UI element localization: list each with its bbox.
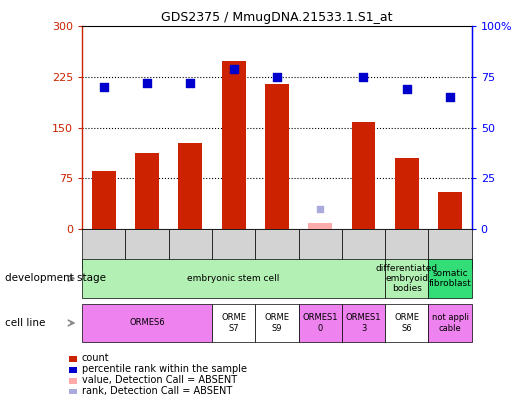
- Point: [229, 66, 238, 72]
- Text: somatic
fibroblast: somatic fibroblast: [429, 269, 471, 288]
- Text: not appli
cable: not appli cable: [431, 313, 469, 333]
- Bar: [438, 192, 462, 229]
- Text: development stage: development stage: [5, 273, 107, 283]
- Text: value, Detection Call = ABSENT: value, Detection Call = ABSENT: [82, 375, 237, 385]
- Text: percentile rank within the sample: percentile rank within the sample: [82, 364, 246, 374]
- Point: [359, 74, 368, 80]
- Point: [100, 84, 108, 90]
- Title: GDS2375 / MmugDNA.21533.1.S1_at: GDS2375 / MmugDNA.21533.1.S1_at: [161, 11, 393, 24]
- Text: count: count: [82, 354, 109, 363]
- Text: ORMES6: ORMES6: [129, 318, 165, 328]
- Bar: [92, 171, 116, 229]
- Point: [446, 94, 454, 100]
- Text: rank, Detection Call = ABSENT: rank, Detection Call = ABSENT: [82, 386, 232, 396]
- Text: differentiated
embryoid
bodies: differentiated embryoid bodies: [376, 264, 438, 293]
- Point: [186, 80, 195, 86]
- Bar: [351, 122, 375, 229]
- Text: embryonic stem cell: embryonic stem cell: [188, 274, 280, 283]
- Text: ORME
S6: ORME S6: [394, 313, 419, 333]
- Bar: [265, 84, 289, 229]
- Point: [403, 86, 411, 92]
- Text: cell line: cell line: [5, 318, 46, 328]
- Bar: [395, 158, 419, 229]
- Text: ORME
S7: ORME S7: [221, 313, 246, 333]
- Point: [316, 205, 324, 212]
- Bar: [179, 143, 202, 229]
- Bar: [222, 62, 245, 229]
- Text: ORMES1
3: ORMES1 3: [346, 313, 381, 333]
- Bar: [308, 224, 332, 229]
- Point: [272, 74, 281, 80]
- Text: ORMES1
0: ORMES1 0: [303, 313, 338, 333]
- Bar: [135, 153, 159, 229]
- Point: [143, 80, 152, 86]
- Text: ORME
S9: ORME S9: [264, 313, 289, 333]
